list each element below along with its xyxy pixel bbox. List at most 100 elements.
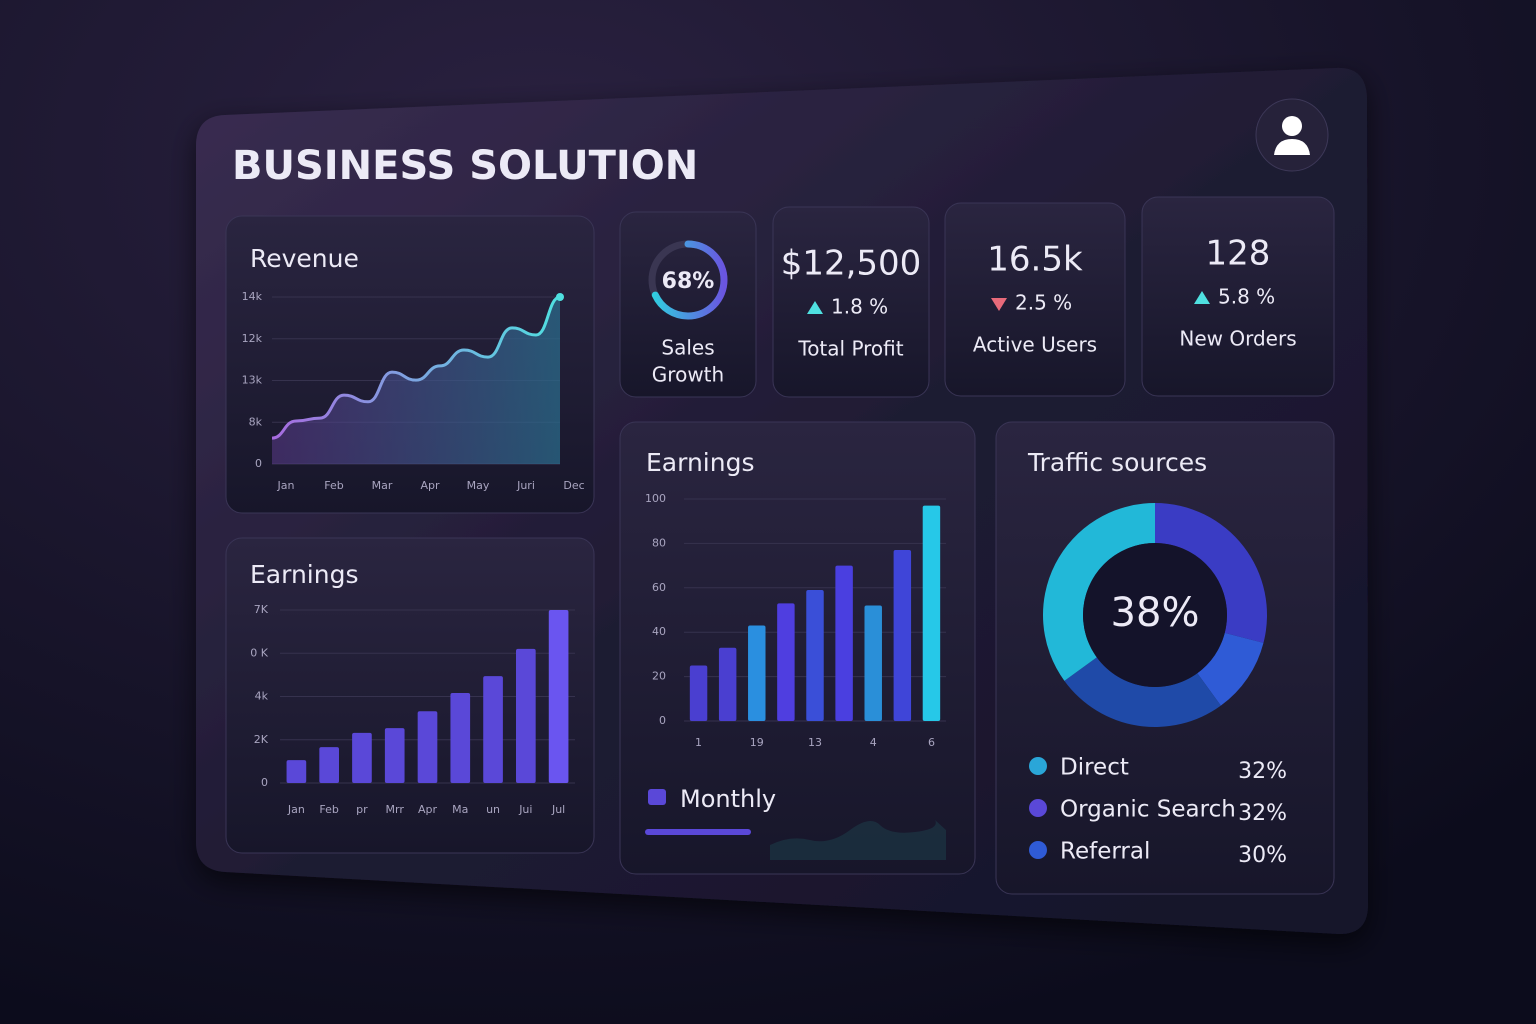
bar xyxy=(384,728,405,783)
x-tick-label: 1 xyxy=(695,736,702,749)
avatar-body xyxy=(1274,139,1310,155)
x-tick-label: Juri xyxy=(516,479,535,492)
kpi-card xyxy=(619,211,757,398)
y-tick-label: 8k xyxy=(249,415,263,428)
line xyxy=(271,295,561,440)
avatar[interactable] xyxy=(1255,98,1329,172)
bar xyxy=(835,565,853,721)
x-tick-label: Mrr xyxy=(386,803,405,816)
x-tick-label: un xyxy=(486,803,500,816)
bar xyxy=(893,550,912,721)
line-end-dot xyxy=(556,293,564,301)
kpi-label: Total Profit xyxy=(797,337,903,361)
y-tick-label: 13k xyxy=(242,374,263,387)
x-tick-label: pr xyxy=(356,803,368,816)
kpi-value: 68% xyxy=(662,269,715,294)
x-tick-label: Feb xyxy=(319,803,338,816)
donut-hole xyxy=(1083,543,1227,687)
page-title: BUSINESS SOLUTION xyxy=(232,143,698,189)
y-tick-label: 100 xyxy=(645,492,666,505)
bar xyxy=(864,605,882,721)
bar xyxy=(286,760,307,783)
donut-segment xyxy=(1197,632,1264,706)
kpi-label: New Orders xyxy=(1179,327,1296,351)
legend-dot xyxy=(1029,799,1047,817)
card-title: Traffic sources xyxy=(1027,448,1207,477)
card-title: Earnings xyxy=(646,448,754,477)
trend-arrow xyxy=(991,298,1007,311)
bar xyxy=(922,505,941,721)
kpi-card xyxy=(772,206,930,398)
y-tick-label: 40 xyxy=(652,625,666,638)
bar xyxy=(718,647,737,721)
y-tick-label: 0 xyxy=(659,714,666,727)
x-tick-label: Jui xyxy=(518,803,532,816)
x-tick-label: Feb xyxy=(324,479,343,492)
kpi-label: Sales xyxy=(661,336,714,360)
trend-arrow xyxy=(1194,291,1210,304)
bar xyxy=(777,603,795,721)
bar xyxy=(748,625,766,721)
kpi-value: 128 xyxy=(1206,234,1271,274)
trend-arrow xyxy=(807,301,823,314)
legend-value: 32% xyxy=(1238,759,1287,784)
bar xyxy=(319,747,339,783)
legend-name: Organic Search xyxy=(1060,797,1236,823)
x-tick-label: 19 xyxy=(750,736,764,749)
y-tick-label: 80 xyxy=(652,536,666,549)
kpi-label: Growth xyxy=(652,363,724,387)
legend-name: Referral xyxy=(1060,839,1150,865)
kpi-value: $12,500 xyxy=(781,244,922,284)
card-title: Revenue xyxy=(250,244,359,273)
y-tick-label: 2K xyxy=(254,733,269,746)
card-title: Earnings xyxy=(250,560,358,589)
y-tick-label: 12k xyxy=(242,332,263,345)
x-tick-label: Jan xyxy=(277,479,295,492)
legend-dot xyxy=(1029,841,1047,859)
y-tick-label: 0 xyxy=(261,776,268,789)
bar xyxy=(352,732,372,783)
legend-label: Monthly xyxy=(680,785,776,813)
x-tick-label: 4 xyxy=(870,736,877,749)
x-tick-label: Dec xyxy=(563,479,584,492)
y-tick-label: 7K xyxy=(254,603,269,616)
avatar-head xyxy=(1282,116,1302,136)
y-tick-label: 14k xyxy=(242,290,263,303)
bar xyxy=(450,693,471,783)
legend-dot xyxy=(1029,757,1047,775)
donut-segment xyxy=(1155,503,1268,643)
ring-progress xyxy=(648,240,728,320)
x-tick-label: Ma xyxy=(452,803,468,816)
kpi-change: 5.8 % xyxy=(1218,285,1275,309)
y-tick-label: 0 xyxy=(255,457,262,470)
donut-center-label: 38% xyxy=(1111,590,1200,636)
bar xyxy=(483,676,503,783)
x-tick-label: 6 xyxy=(928,736,935,749)
bar xyxy=(689,665,708,721)
y-tick-label: 4k xyxy=(255,690,269,703)
legend-value: 32% xyxy=(1238,801,1287,826)
donut-segment xyxy=(1064,657,1221,727)
x-tick-label: 13 xyxy=(808,736,822,749)
bar xyxy=(516,648,536,783)
x-tick-label: Apr xyxy=(418,803,438,816)
bar xyxy=(417,711,438,783)
legend-swatch xyxy=(648,789,666,805)
bar xyxy=(806,590,824,721)
kpi-card xyxy=(944,202,1126,397)
x-tick-label: Mar xyxy=(372,479,393,492)
y-tick-label: 60 xyxy=(652,581,666,594)
legend-value: 30% xyxy=(1238,843,1287,868)
bar xyxy=(548,610,569,783)
kpi-change: 2.5 % xyxy=(1015,291,1072,315)
x-tick-label: Jul xyxy=(551,803,565,816)
donut-segment xyxy=(1043,503,1155,681)
x-tick-label: May xyxy=(467,479,490,492)
kpi-card xyxy=(1141,196,1335,397)
kpi-change: 1.8 % xyxy=(831,295,888,319)
x-tick-label: Apr xyxy=(420,479,440,492)
x-tick-label: Jan xyxy=(287,803,305,816)
kpi-label: Active Users xyxy=(973,333,1097,357)
sparkline xyxy=(770,820,946,860)
